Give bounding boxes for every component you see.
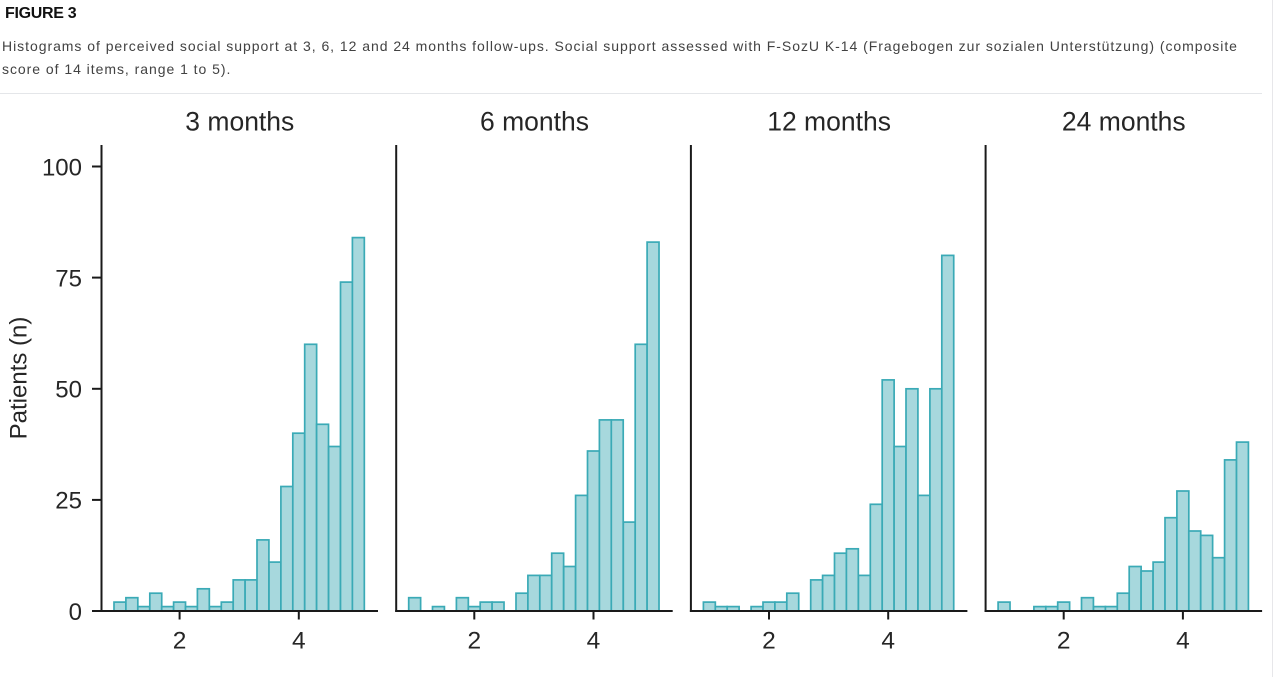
svg-text:Patients (n): Patients (n) bbox=[6, 317, 33, 440]
svg-text:3 months: 3 months bbox=[185, 107, 294, 137]
svg-text:4: 4 bbox=[292, 628, 306, 655]
svg-text:2: 2 bbox=[1057, 628, 1071, 655]
svg-text:4: 4 bbox=[881, 628, 895, 655]
svg-text:4: 4 bbox=[587, 628, 601, 655]
svg-text:25: 25 bbox=[55, 488, 82, 515]
svg-text:75: 75 bbox=[55, 265, 82, 292]
svg-text:12 months: 12 months bbox=[767, 107, 891, 137]
svg-text:6 months: 6 months bbox=[480, 107, 589, 137]
svg-text:2: 2 bbox=[467, 628, 481, 655]
svg-text:100: 100 bbox=[42, 154, 82, 181]
svg-text:24 months: 24 months bbox=[1062, 107, 1186, 137]
svg-text:2: 2 bbox=[173, 628, 187, 655]
svg-text:50: 50 bbox=[55, 377, 82, 404]
svg-text:4: 4 bbox=[1176, 628, 1190, 655]
svg-text:0: 0 bbox=[69, 599, 82, 626]
svg-text:2: 2 bbox=[762, 628, 776, 655]
